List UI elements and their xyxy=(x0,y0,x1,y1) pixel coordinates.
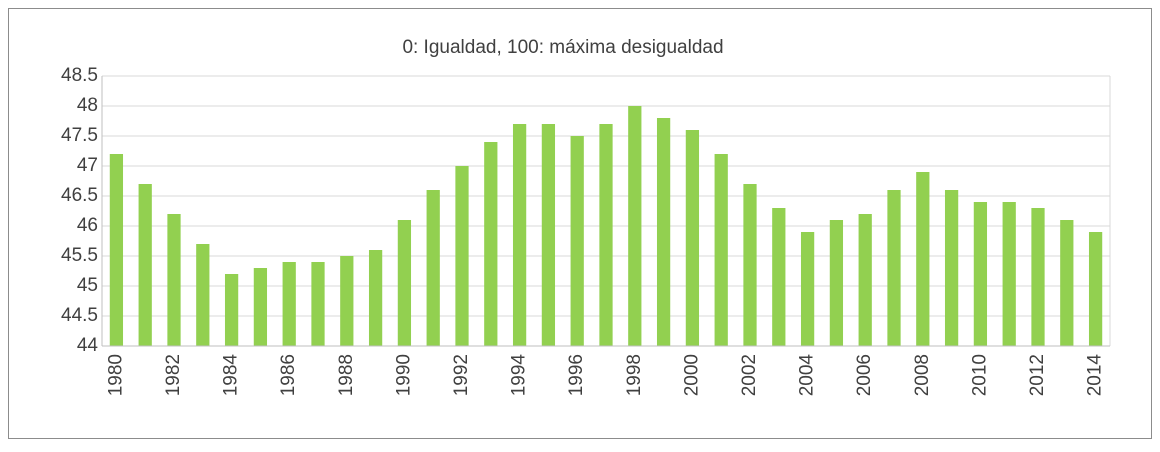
bar xyxy=(541,124,556,346)
bar xyxy=(1088,232,1103,346)
bar xyxy=(109,154,124,346)
bar xyxy=(944,190,959,346)
bar xyxy=(368,250,383,346)
y-tick-label: 45 xyxy=(77,275,98,296)
bar xyxy=(253,268,268,346)
x-tick-label: 1986 xyxy=(278,354,299,396)
bar xyxy=(1060,220,1074,346)
bar xyxy=(138,184,152,346)
y-tick-label: 47.5 xyxy=(61,125,98,146)
x-tick-label: 1980 xyxy=(105,354,126,396)
bar xyxy=(484,142,498,346)
bar xyxy=(628,106,642,346)
bar xyxy=(426,190,440,346)
y-tick-label: 45.5 xyxy=(61,245,98,266)
bar xyxy=(224,274,239,346)
bar xyxy=(340,256,354,346)
y-tick-label: 44.5 xyxy=(61,305,98,326)
bar xyxy=(685,130,700,346)
x-tick-label: 2000 xyxy=(681,354,702,396)
x-tick-label: 1988 xyxy=(336,354,357,396)
bar xyxy=(599,124,613,346)
y-tick-label: 48.5 xyxy=(61,65,98,86)
bar xyxy=(455,166,469,346)
x-tick-label: 2012 xyxy=(1027,354,1048,396)
x-tick-label: 2010 xyxy=(969,354,990,396)
bar xyxy=(858,214,872,346)
bar xyxy=(800,232,815,346)
x-tick-label: 1996 xyxy=(566,354,587,396)
x-tick-label: 1990 xyxy=(393,354,414,396)
bar xyxy=(829,220,844,346)
x-tick-label: 1984 xyxy=(221,354,242,397)
bar xyxy=(656,118,671,346)
y-tick-label: 46.5 xyxy=(61,185,98,206)
y-tick-label: 47 xyxy=(77,155,98,176)
y-tick-label: 44 xyxy=(77,335,99,356)
bar xyxy=(916,172,930,346)
bar xyxy=(512,124,527,346)
bar xyxy=(570,136,584,346)
bar xyxy=(167,214,181,346)
x-tick-label: 1994 xyxy=(509,354,530,397)
x-tick-label: 2006 xyxy=(854,354,875,396)
x-tick-label: 1982 xyxy=(163,354,184,396)
y-tick-label: 46 xyxy=(77,215,98,236)
x-tick-label: 2002 xyxy=(739,354,760,396)
x-tick-label: 2014 xyxy=(1085,354,1106,397)
x-tick-label: 1992 xyxy=(451,354,472,396)
bar xyxy=(196,244,210,346)
bar xyxy=(714,154,728,346)
y-tick-label: 48 xyxy=(77,95,98,116)
x-tick-label: 2008 xyxy=(912,354,933,396)
x-tick-label: 2004 xyxy=(797,354,818,397)
bar xyxy=(772,208,786,346)
bar xyxy=(1002,202,1016,346)
bar xyxy=(397,220,412,346)
bar xyxy=(973,202,988,346)
x-tick-label: 1998 xyxy=(624,354,645,396)
bar xyxy=(1031,208,1045,346)
bar xyxy=(743,184,757,346)
chart-title: 0: Igualdad, 100: máxima desigualdad xyxy=(402,37,723,58)
bar xyxy=(887,190,901,346)
bar xyxy=(311,262,325,346)
bar xyxy=(282,262,296,346)
